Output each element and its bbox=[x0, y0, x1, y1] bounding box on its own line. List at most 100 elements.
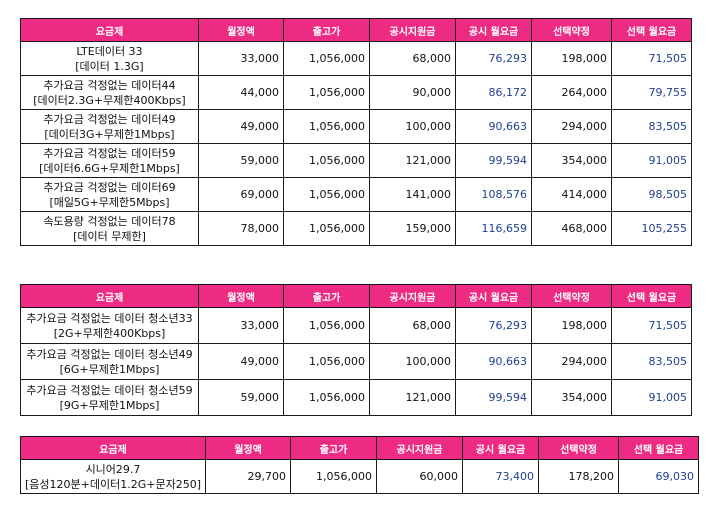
subsidy-cell: 100,000 bbox=[369, 343, 456, 380]
table-row: 추가요금 걱정없는 데이터44 [데이터2.3G+무제한400Kbps] 44,0… bbox=[20, 75, 692, 110]
retail-price-cell: 1,056,000 bbox=[290, 459, 377, 494]
table-row: 추가요금 걱정없는 데이터 청소년49 [6G+무제한1Mbps] 49,000 … bbox=[20, 343, 692, 380]
selective-monthly-cell: 91,005 bbox=[611, 143, 692, 178]
plan-detail: [6G+무제한1Mbps] bbox=[59, 362, 160, 376]
plan-name-cell: LTE데이터 33 [데이터 1.3G] bbox=[20, 41, 199, 76]
plan-name-cell: 추가요금 걱정없는 데이터 청소년33 [2G+무제한400Kbps] bbox=[20, 307, 199, 344]
selective-contract-cell: 178,200 bbox=[538, 459, 619, 494]
monthly-fee-cell: 59,000 bbox=[198, 379, 284, 416]
table-row: 속도용량 걱정없는 데이터78 [데이터 무제한] 78,000 1,056,00… bbox=[20, 211, 692, 246]
retail-price-cell: 1,056,000 bbox=[283, 211, 370, 246]
subsidy-monthly-cell: 90,663 bbox=[455, 343, 532, 380]
plan-name: 추가요금 걱정없는 데이터 청소년59 bbox=[26, 383, 193, 397]
subsidy-cell: 100,000 bbox=[369, 109, 456, 144]
monthly-fee-cell: 59,000 bbox=[198, 143, 284, 178]
plan-table-senior: 요금제 월정액 출고가 공시지원금 공시 월요금 선택약정 선택 월요금 시니어… bbox=[20, 436, 699, 494]
header-selective-contract: 선택약정 bbox=[538, 436, 619, 460]
plan-detail: [2G+무제한400Kbps] bbox=[53, 326, 166, 340]
subsidy-cell: 121,000 bbox=[369, 379, 456, 416]
plan-name: 추가요금 걱정없는 데이터69 bbox=[43, 180, 176, 194]
subsidy-cell: 60,000 bbox=[376, 459, 463, 494]
plan-name-cell: 추가요금 걱정없는 데이터49 [데이터3G+무제한1Mbps] bbox=[20, 109, 199, 144]
table-row: 추가요금 걱정없는 데이터59 [데이터6.6G+무제한1Mbps] 59,000… bbox=[20, 143, 692, 178]
header-plan: 요금제 bbox=[20, 436, 206, 460]
subsidy-cell: 68,000 bbox=[369, 41, 456, 76]
subsidy-monthly-cell: 116,659 bbox=[455, 211, 532, 246]
subsidy-monthly-cell: 73,400 bbox=[462, 459, 539, 494]
selective-monthly-cell: 71,505 bbox=[611, 41, 692, 76]
header-monthly-fee: 월정액 bbox=[198, 18, 284, 42]
plan-name-cell: 속도용량 걱정없는 데이터78 [데이터 무제한] bbox=[20, 211, 199, 246]
header-monthly-fee: 월정액 bbox=[205, 436, 291, 460]
plan-name-cell: 추가요금 걱정없는 데이터59 [데이터6.6G+무제한1Mbps] bbox=[20, 143, 199, 178]
subsidy-monthly-cell: 76,293 bbox=[455, 307, 532, 344]
retail-price-cell: 1,056,000 bbox=[283, 177, 370, 212]
header-subsidy-monthly: 공시 월요금 bbox=[462, 436, 539, 460]
table-header-row: 요금제 월정액 출고가 공시지원금 공시 월요금 선택약정 선택 월요금 bbox=[20, 18, 692, 42]
retail-price-cell: 1,056,000 bbox=[283, 143, 370, 178]
selective-monthly-cell: 79,755 bbox=[611, 75, 692, 110]
monthly-fee-cell: 69,000 bbox=[198, 177, 284, 212]
retail-price-cell: 1,056,000 bbox=[283, 307, 370, 344]
table-header-row: 요금제 월정액 출고가 공시지원금 공시 월요금 선택약정 선택 월요금 bbox=[20, 436, 699, 460]
header-retail-price: 출고가 bbox=[290, 436, 377, 460]
selective-contract-cell: 198,000 bbox=[531, 307, 612, 344]
subsidy-monthly-cell: 90,663 bbox=[455, 109, 532, 144]
plan-name: 추가요금 걱정없는 데이터44 bbox=[43, 78, 176, 92]
header-plan: 요금제 bbox=[20, 284, 199, 308]
subsidy-monthly-cell: 108,576 bbox=[455, 177, 532, 212]
table-row: 추가요금 걱정없는 데이터69 [매일5G+무제한5Mbps] 69,000 1,… bbox=[20, 177, 692, 212]
plan-detail: [9G+무제한1Mbps] bbox=[59, 398, 160, 412]
plan-detail: [음성120분+데이터1.2G+문자250] bbox=[25, 477, 201, 491]
selective-monthly-cell: 69,030 bbox=[618, 459, 699, 494]
header-plan: 요금제 bbox=[20, 18, 199, 42]
selective-contract-cell: 414,000 bbox=[531, 177, 612, 212]
plan-name-cell: 시니어29.7 [음성120분+데이터1.2G+문자250] bbox=[20, 459, 206, 494]
plan-name: 추가요금 걱정없는 데이터 청소년49 bbox=[26, 347, 193, 361]
plan-name: 추가요금 걱정없는 데이터59 bbox=[43, 146, 176, 160]
header-subsidy: 공시지원금 bbox=[376, 436, 463, 460]
retail-price-cell: 1,056,000 bbox=[283, 379, 370, 416]
plan-name-cell: 추가요금 걱정없는 데이터 청소년49 [6G+무제한1Mbps] bbox=[20, 343, 199, 380]
selective-contract-cell: 264,000 bbox=[531, 75, 612, 110]
plan-name-cell: 추가요금 걱정없는 데이터69 [매일5G+무제한5Mbps] bbox=[20, 177, 199, 212]
subsidy-cell: 159,000 bbox=[369, 211, 456, 246]
retail-price-cell: 1,056,000 bbox=[283, 41, 370, 76]
retail-price-cell: 1,056,000 bbox=[283, 343, 370, 380]
plan-name: 추가요금 걱정없는 데이터 청소년33 bbox=[26, 311, 193, 325]
header-subsidy-monthly: 공시 월요금 bbox=[455, 18, 532, 42]
plan-detail: [매일5G+무제한5Mbps] bbox=[49, 195, 170, 209]
monthly-fee-cell: 49,000 bbox=[198, 343, 284, 380]
plan-table-youth: 요금제 월정액 출고가 공시지원금 공시 월요금 선택약정 선택 월요금 추가요… bbox=[20, 284, 692, 416]
subsidy-monthly-cell: 86,172 bbox=[455, 75, 532, 110]
header-monthly-fee: 월정액 bbox=[198, 284, 284, 308]
header-retail-price: 출고가 bbox=[283, 284, 370, 308]
plan-detail: [데이터2.3G+무제한400Kbps] bbox=[33, 93, 186, 107]
table-header-row: 요금제 월정액 출고가 공시지원금 공시 월요금 선택약정 선택 월요금 bbox=[20, 284, 692, 308]
header-selective-monthly: 선택 월요금 bbox=[611, 284, 692, 308]
plan-table-standard: 요금제 월정액 출고가 공시지원금 공시 월요금 선택약정 선택 월요금 LTE… bbox=[20, 18, 692, 246]
header-selective-monthly: 선택 월요금 bbox=[618, 436, 699, 460]
header-retail-price: 출고가 bbox=[283, 18, 370, 42]
table-row: LTE데이터 33 [데이터 1.3G] 33,000 1,056,000 68,… bbox=[20, 41, 692, 76]
selective-contract-cell: 354,000 bbox=[531, 143, 612, 178]
subsidy-cell: 121,000 bbox=[369, 143, 456, 178]
plan-name-cell: 추가요금 걱정없는 데이터 청소년59 [9G+무제한1Mbps] bbox=[20, 379, 199, 416]
selective-contract-cell: 198,000 bbox=[531, 41, 612, 76]
selective-monthly-cell: 83,505 bbox=[611, 109, 692, 144]
plan-name: LTE데이터 33 bbox=[76, 44, 143, 58]
table-row: 추가요금 걱정없는 데이터49 [데이터3G+무제한1Mbps] 49,000 1… bbox=[20, 109, 692, 144]
subsidy-cell: 68,000 bbox=[369, 307, 456, 344]
plan-detail: [데이터 무제한] bbox=[73, 229, 146, 243]
selective-monthly-cell: 83,505 bbox=[611, 343, 692, 380]
selective-contract-cell: 354,000 bbox=[531, 379, 612, 416]
plan-name: 시니어29.7 bbox=[85, 462, 141, 476]
header-subsidy: 공시지원금 bbox=[369, 284, 456, 308]
plan-detail: [데이터 1.3G] bbox=[75, 59, 144, 73]
subsidy-monthly-cell: 76,293 bbox=[455, 41, 532, 76]
header-selective-contract: 선택약정 bbox=[531, 18, 612, 42]
selective-contract-cell: 468,000 bbox=[531, 211, 612, 246]
table-row: 추가요금 걱정없는 데이터 청소년33 [2G+무제한400Kbps] 33,00… bbox=[20, 307, 692, 344]
subsidy-cell: 141,000 bbox=[369, 177, 456, 212]
table-row: 추가요금 걱정없는 데이터 청소년59 [9G+무제한1Mbps] 59,000 … bbox=[20, 379, 692, 416]
